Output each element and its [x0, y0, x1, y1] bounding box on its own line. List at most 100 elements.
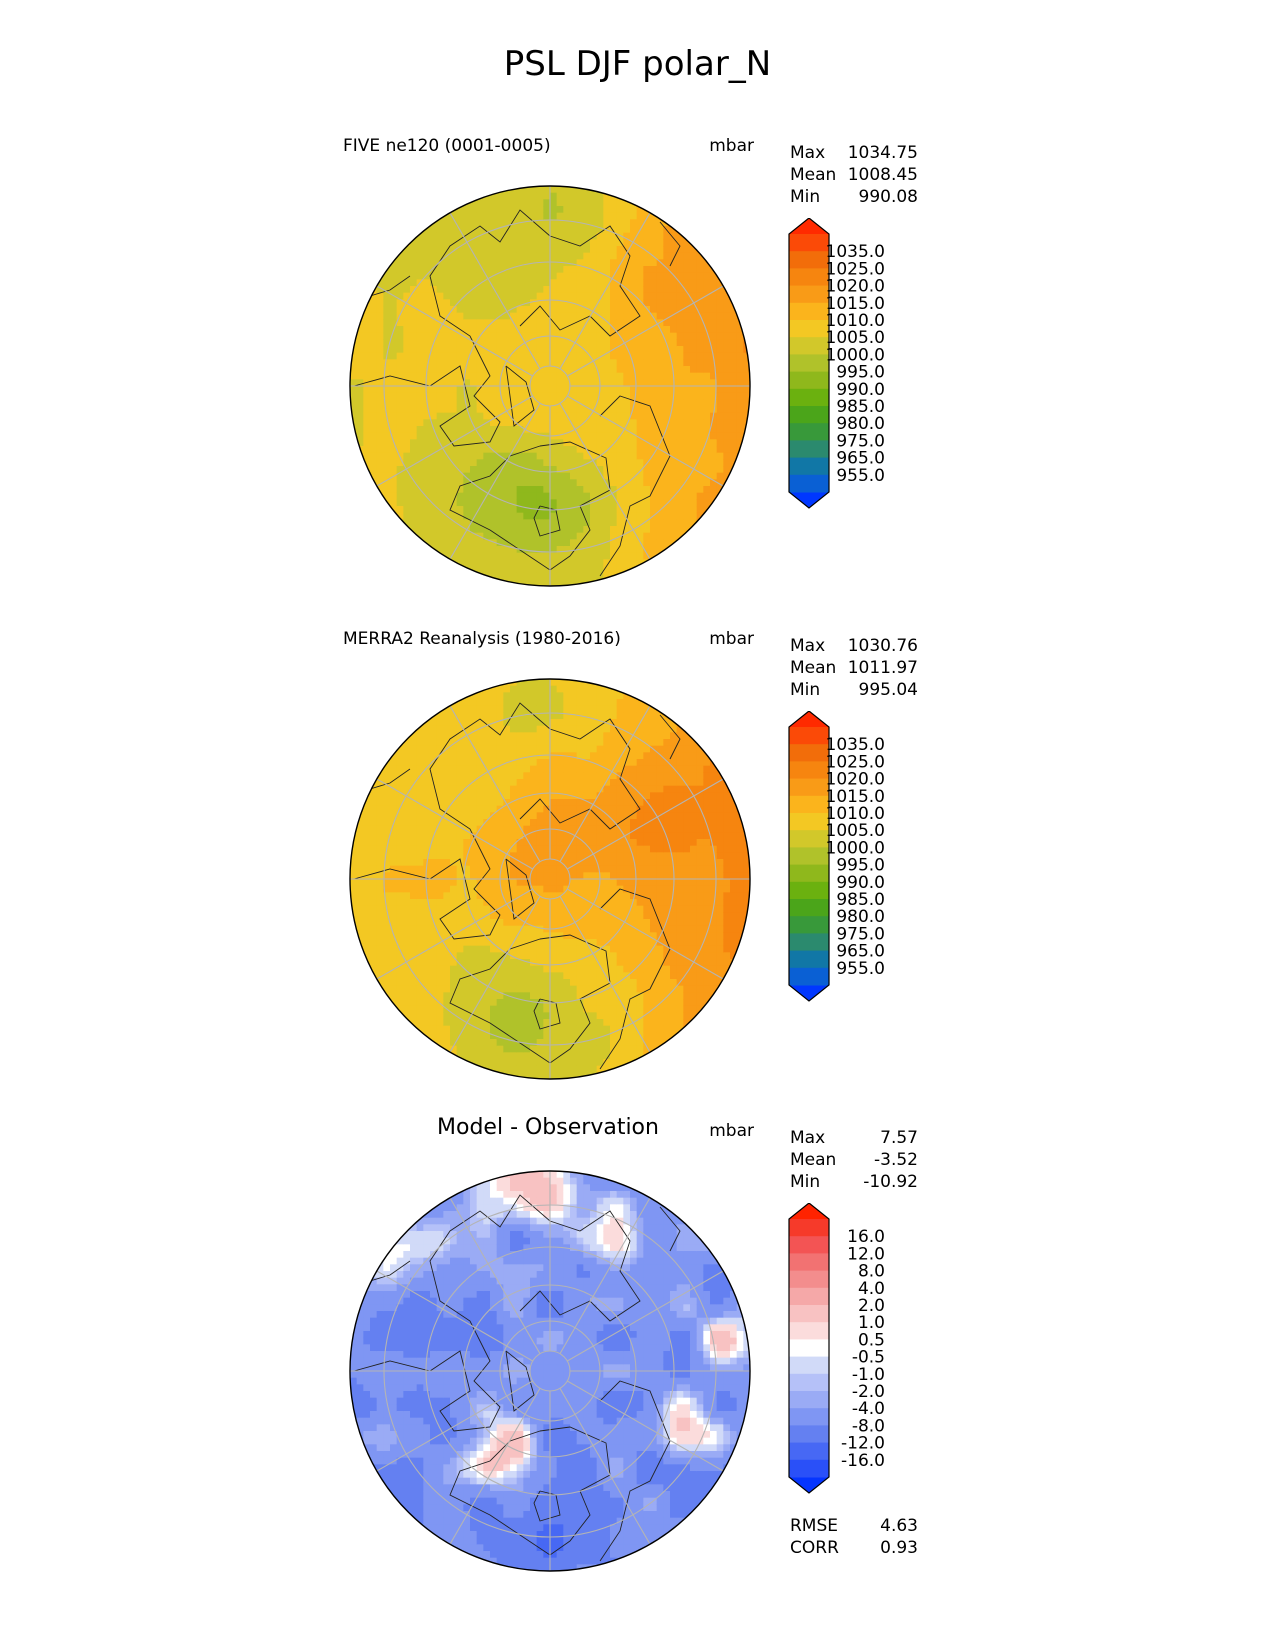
field-cell: [683, 512, 691, 520]
field-cell: [416, 872, 424, 880]
field-cell: [383, 772, 391, 780]
field-cell: [743, 399, 750, 407]
field-cell: [703, 426, 711, 434]
field-cell: [463, 206, 471, 214]
field-cell: [530, 972, 538, 980]
field-cell: [590, 546, 598, 554]
field-cell: [436, 299, 444, 307]
field-cell: [556, 299, 564, 307]
field-cell: [416, 852, 424, 860]
field-cell: [496, 279, 504, 287]
field-cell: [510, 392, 518, 400]
field-cell: [676, 466, 684, 474]
field-cell: [390, 899, 398, 907]
field-cell: [530, 785, 538, 793]
field-cell: [583, 872, 591, 880]
colorbar-segment: [789, 285, 829, 304]
field-cell: [410, 359, 418, 367]
field-cell: [423, 499, 431, 507]
field-cell: [503, 859, 511, 867]
field-cell: [656, 419, 664, 427]
field-cell: [396, 359, 404, 367]
field-cell: [476, 965, 484, 973]
field-cell: [363, 459, 371, 467]
field-cell: [403, 899, 411, 907]
field-cell: [423, 745, 431, 753]
field-cell: [516, 246, 524, 254]
field-cell: [503, 745, 511, 753]
field-cell: [483, 486, 491, 494]
field-cell: [523, 426, 531, 434]
field-cell: [530, 1059, 538, 1067]
field-cell: [663, 539, 671, 547]
field-cell: [463, 712, 471, 720]
field-cell: [450, 879, 458, 887]
field-cell: [430, 945, 438, 953]
field-cell: [676, 272, 684, 280]
field-cell: [510, 865, 518, 873]
field-cell: [436, 512, 444, 520]
field-cell: [550, 259, 558, 267]
field-cell: [430, 885, 438, 893]
field-cell: [496, 239, 504, 247]
field-cell: [523, 865, 531, 873]
field-cell: [663, 359, 671, 367]
field-cell: [623, 412, 631, 420]
field-cell: [550, 512, 558, 520]
field-cell: [463, 252, 471, 260]
colorbar-segment: [789, 371, 829, 390]
field-cell: [516, 952, 524, 960]
field-cell: [430, 899, 438, 907]
field-cell: [576, 299, 584, 307]
field-cell: [563, 812, 571, 820]
field-cell: [376, 332, 384, 340]
field-cell: [503, 839, 511, 847]
field-cell: [610, 532, 618, 540]
field-cell: [556, 392, 564, 400]
field-cell: [543, 725, 551, 733]
field-cell: [496, 399, 504, 407]
field-cell: [436, 279, 444, 287]
field-cell: [383, 326, 391, 334]
field-cell: [623, 472, 631, 480]
field-cell: [583, 779, 591, 787]
field-cell: [570, 679, 578, 687]
field-cell: [396, 885, 404, 893]
field-cell: [356, 326, 364, 334]
field-cell: [396, 892, 404, 900]
field-cell: [423, 459, 431, 467]
field-cell: [610, 246, 618, 254]
field-cell: [470, 1065, 478, 1073]
colorbar-tick-label: 995.0: [836, 363, 885, 383]
field-cell: [430, 452, 438, 460]
field-cell: [710, 426, 718, 434]
field-cell: [616, 226, 624, 234]
field-cell: [636, 212, 644, 220]
field-cell: [570, 319, 578, 327]
field-cell: [356, 406, 364, 414]
field-cell: [476, 426, 484, 434]
field-cell: [396, 426, 404, 434]
field-cell: [570, 479, 578, 487]
field-cell: [550, 1059, 558, 1067]
field-cell: [496, 466, 504, 474]
field-cell: [490, 925, 498, 933]
field-cell: [390, 905, 398, 913]
field-cell: [456, 705, 464, 713]
field-cell: [523, 685, 531, 693]
field-cell: [490, 432, 498, 440]
field-cell: [490, 519, 498, 527]
field-cell: [370, 399, 378, 407]
field-cell: [436, 539, 444, 547]
field-cell: [616, 492, 624, 500]
field-cell: [490, 379, 498, 387]
field-cell: [516, 439, 524, 447]
field-cell: [430, 892, 438, 900]
field-cell: [370, 412, 378, 420]
field-cell: [490, 792, 498, 800]
field-cell: [456, 772, 464, 780]
field-cell: [690, 379, 698, 387]
field-cell: [550, 579, 558, 586]
field-cell: [503, 539, 511, 547]
field-cell: [590, 819, 598, 827]
